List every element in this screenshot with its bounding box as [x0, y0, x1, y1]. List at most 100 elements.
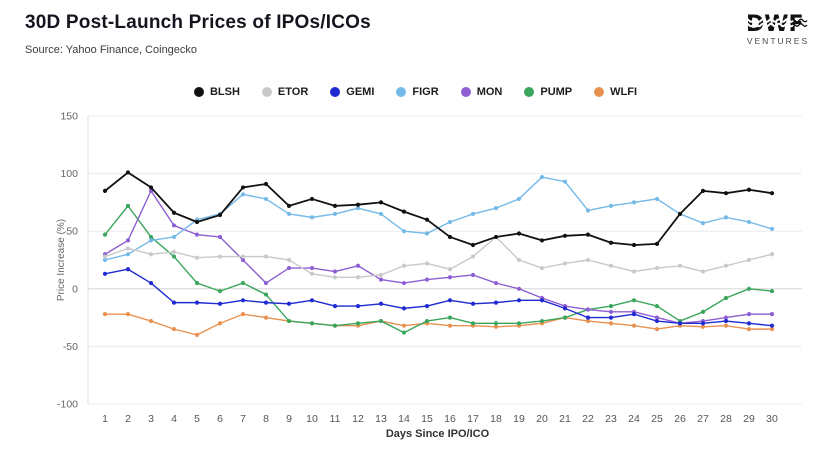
data-point [286, 211, 292, 217]
x-tick-label: 23 [605, 413, 617, 425]
data-point [723, 315, 729, 320]
data-point [401, 209, 407, 214]
data-point [217, 289, 223, 294]
data-point [424, 318, 430, 324]
data-point [263, 315, 269, 320]
data-point [102, 232, 108, 237]
data-point [585, 257, 591, 263]
data-point [608, 309, 614, 314]
data-point [171, 223, 177, 228]
data-point [332, 275, 338, 280]
x-tick-label: 15 [421, 413, 433, 425]
data-point [470, 301, 476, 306]
data-point [125, 203, 131, 208]
legend-label: ETOR [277, 86, 309, 98]
data-point [171, 254, 177, 259]
data-point [309, 298, 315, 303]
data-point [539, 174, 545, 180]
x-tick-label: 16 [444, 413, 456, 425]
data-point [424, 231, 430, 236]
x-tick-label: 28 [720, 413, 732, 425]
data-point [654, 315, 660, 320]
y-tick-label: 50 [66, 226, 78, 238]
data-point [240, 298, 246, 303]
data-point [447, 315, 453, 320]
data-point [194, 219, 200, 225]
data-point [746, 312, 752, 317]
y-tick-label: -50 [63, 341, 78, 353]
series-etor [102, 234, 775, 280]
x-tick-label: 25 [651, 413, 663, 425]
data-point [401, 263, 407, 268]
source-caption: Source: Yahoo Finance, Coingecko [25, 44, 198, 56]
data-point [378, 301, 384, 306]
data-point [171, 210, 177, 215]
data-point [769, 312, 775, 317]
data-point [309, 321, 315, 326]
x-axis-title: Days Since IPO/ICO [385, 428, 490, 440]
x-tick-label: 5 [194, 413, 200, 425]
data-point [585, 315, 591, 320]
x-tick-label: 4 [171, 413, 177, 425]
x-tick-label: 6 [217, 413, 223, 425]
data-point [125, 267, 131, 272]
data-point [378, 272, 384, 278]
data-point [516, 286, 522, 291]
data-point [355, 321, 361, 326]
data-point [677, 321, 683, 326]
page-title: 30D Post-Launch Prices of IPOs/ICOs [25, 12, 371, 33]
data-point [608, 303, 614, 309]
legend-item-mon: MON [460, 86, 502, 98]
legend-item-gemi: GEMI [330, 86, 374, 98]
x-tick-label: 11 [330, 413, 341, 425]
legend-label: PUMP [540, 86, 573, 98]
data-point [401, 323, 407, 328]
data-point [539, 238, 545, 243]
data-point [562, 315, 568, 320]
data-point [332, 203, 338, 208]
data-point [746, 327, 752, 332]
data-point [493, 206, 499, 211]
legend-dot-blsh [193, 87, 204, 97]
x-tick-label: 10 [306, 413, 318, 425]
data-point [401, 306, 407, 311]
data-point [562, 179, 568, 184]
data-point [654, 303, 660, 309]
x-tick-label: 7 [240, 413, 246, 425]
data-point [102, 257, 108, 263]
y-tick-label: 0 [72, 283, 78, 295]
legend-label: BLSH [209, 86, 240, 98]
data-point [355, 202, 361, 207]
y-tick-label: -100 [57, 399, 78, 411]
data-point [309, 196, 315, 202]
data-point [240, 280, 246, 286]
data-point [516, 231, 522, 236]
data-point [447, 234, 453, 240]
legend-dot-figr [396, 87, 407, 97]
data-point [746, 219, 752, 225]
legend-label: GEMI [346, 86, 375, 98]
data-point [401, 229, 407, 234]
data-point [493, 324, 499, 329]
data-point [723, 215, 729, 220]
x-tick-label: 9 [286, 413, 292, 425]
data-point [493, 280, 499, 286]
data-point [125, 246, 131, 251]
data-point [631, 323, 637, 328]
data-point [125, 252, 131, 257]
data-point [631, 200, 637, 205]
data-point [424, 261, 430, 266]
data-point [608, 315, 614, 320]
data-point [608, 263, 614, 268]
x-tick-label: 1 [102, 413, 108, 425]
data-point [631, 269, 637, 274]
data-point [125, 312, 131, 317]
x-tick-label: 3 [148, 413, 154, 425]
x-tick-label: 8 [263, 413, 269, 425]
data-point [677, 263, 683, 268]
data-point [148, 238, 154, 243]
data-point [447, 219, 453, 225]
data-point [700, 269, 706, 274]
data-point [332, 269, 338, 274]
